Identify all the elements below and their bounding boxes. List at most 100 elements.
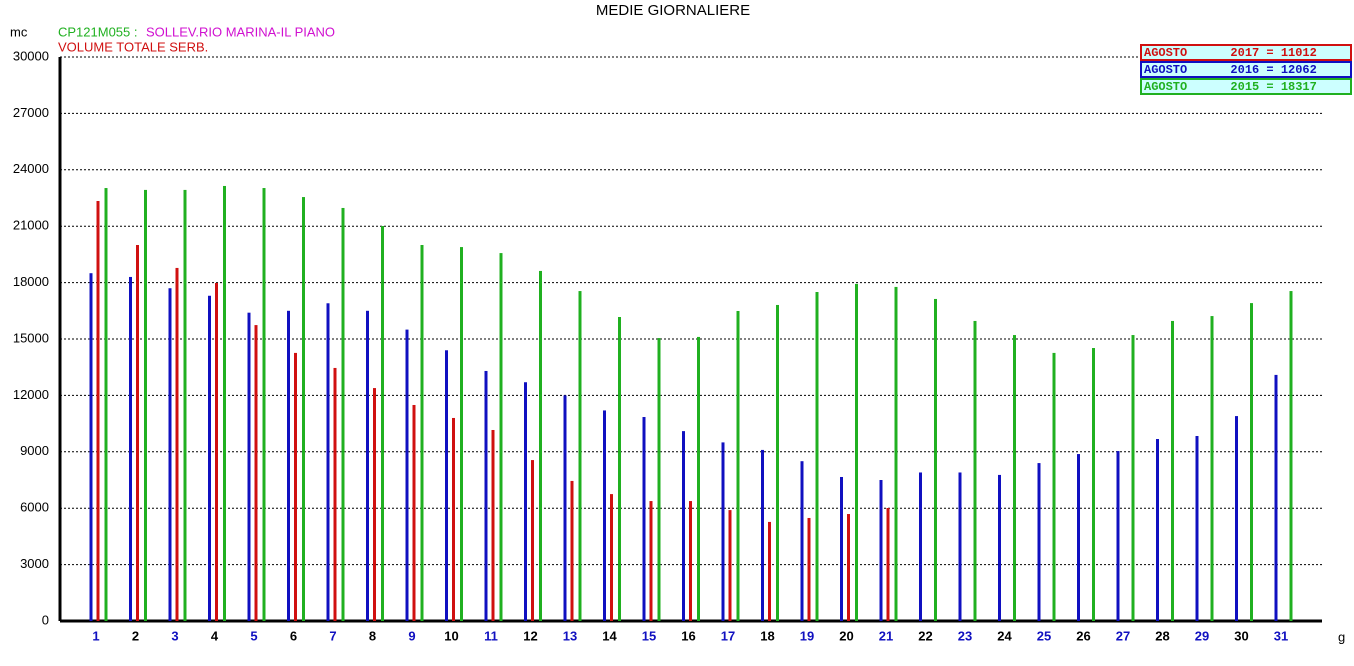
- bar: [642, 417, 646, 621]
- x-tick-label: 13: [563, 628, 577, 643]
- x-tick-label: 15: [642, 628, 656, 643]
- bar: [578, 291, 582, 621]
- legend-label: AGOSTO 2016 = 12062: [1144, 63, 1317, 77]
- bar: [776, 304, 779, 621]
- bar: [879, 480, 883, 621]
- x-tick-label: 21: [879, 628, 893, 643]
- bar: [484, 370, 488, 621]
- bar: [657, 338, 661, 621]
- bar: [1289, 291, 1293, 621]
- chart-title: MEDIE GIORNALIERE: [596, 2, 750, 19]
- bar: [728, 510, 732, 621]
- bar: [1116, 451, 1120, 621]
- legend-box: [1140, 78, 1352, 95]
- y-tick-label: 6000: [20, 500, 49, 515]
- x-tick-label: 11: [484, 628, 498, 643]
- bar: [531, 460, 534, 621]
- x-tick-label: 29: [1195, 628, 1209, 643]
- bar: [973, 320, 977, 621]
- bar: [610, 494, 613, 621]
- bar: [420, 245, 424, 621]
- legend-label: AGOSTO 2015 = 18317: [1144, 80, 1317, 94]
- bar: [840, 476, 843, 621]
- subtitle: VOLUME TOTALE SERB.: [58, 39, 208, 54]
- x-tick-label: 2: [132, 628, 139, 643]
- x-tick-label: 1: [92, 628, 99, 643]
- bar: [1195, 436, 1199, 621]
- bar: [208, 295, 211, 621]
- bar: [1210, 316, 1214, 621]
- bar: [294, 352, 297, 621]
- bar: [366, 310, 369, 621]
- bar: [129, 276, 132, 621]
- x-tick-label: 16: [681, 628, 695, 643]
- bar: [570, 480, 574, 621]
- y-tick-label: 3000: [20, 556, 49, 571]
- x-tick-label: 28: [1155, 628, 1169, 643]
- bar: [326, 303, 330, 621]
- x-tick-label: 17: [721, 628, 735, 643]
- bar: [412, 404, 416, 621]
- x-tick-label: 9: [408, 628, 415, 643]
- bar: [168, 288, 172, 621]
- bar: [254, 325, 258, 621]
- bar: [1274, 374, 1278, 621]
- x-tick-label: 26: [1076, 628, 1090, 643]
- y-tick-label: 21000: [13, 218, 49, 233]
- y-tick-label: 18000: [13, 274, 49, 289]
- bar: [1131, 335, 1135, 621]
- x-tick-label: 31: [1274, 628, 1288, 643]
- bar: [499, 253, 503, 622]
- x-tick-label: 27: [1116, 628, 1130, 643]
- x-tick-label: 18: [760, 628, 774, 643]
- bar: [341, 207, 345, 622]
- bar: [736, 310, 740, 621]
- bar: [524, 382, 527, 621]
- bar: [333, 367, 337, 621]
- bar: [958, 472, 962, 621]
- bar: [223, 185, 226, 621]
- bar: [215, 282, 218, 621]
- y-tick-label: 24000: [13, 161, 49, 176]
- bar: [807, 517, 811, 621]
- bar: [262, 188, 266, 621]
- bar: [761, 449, 764, 621]
- bar: [452, 417, 455, 621]
- x-tick-label: 24: [997, 628, 1012, 643]
- bar: [89, 273, 93, 621]
- station-code: CP121M055 :: [58, 24, 138, 39]
- bar: [815, 292, 819, 621]
- bar: [689, 501, 692, 621]
- bar: [768, 521, 771, 621]
- x-tick-label: 19: [800, 628, 814, 643]
- bar: [381, 226, 384, 621]
- x-tick-label: 10: [444, 628, 458, 643]
- x-tick-label: 7: [329, 628, 336, 643]
- bar: [721, 442, 725, 621]
- y-tick-label: 12000: [13, 387, 49, 402]
- bar: [1250, 303, 1253, 621]
- x-tick-label: 8: [369, 628, 376, 643]
- legend-label: AGOSTO 2017 = 11012: [1144, 46, 1317, 60]
- y-tick-label: 15000: [13, 330, 49, 345]
- bar: [603, 410, 606, 621]
- x-tick-label: 14: [602, 628, 617, 643]
- bar: [934, 298, 937, 621]
- bar: [800, 461, 804, 621]
- x-tick-label: 22: [918, 628, 932, 643]
- x-tick-label: 5: [250, 628, 257, 643]
- bar: [1077, 454, 1080, 621]
- x-tick-label: 3: [171, 628, 178, 643]
- bar: [104, 188, 108, 621]
- bar: [491, 429, 495, 621]
- bar: [302, 197, 305, 621]
- bar: [919, 472, 922, 621]
- x-tick-label: 6: [290, 628, 297, 643]
- bar: [175, 267, 179, 621]
- y-tick-label: 9000: [20, 443, 49, 458]
- legend-box: [1140, 61, 1352, 78]
- x-tick-label: 4: [211, 628, 219, 643]
- bar: [445, 350, 448, 621]
- bar: [894, 286, 898, 621]
